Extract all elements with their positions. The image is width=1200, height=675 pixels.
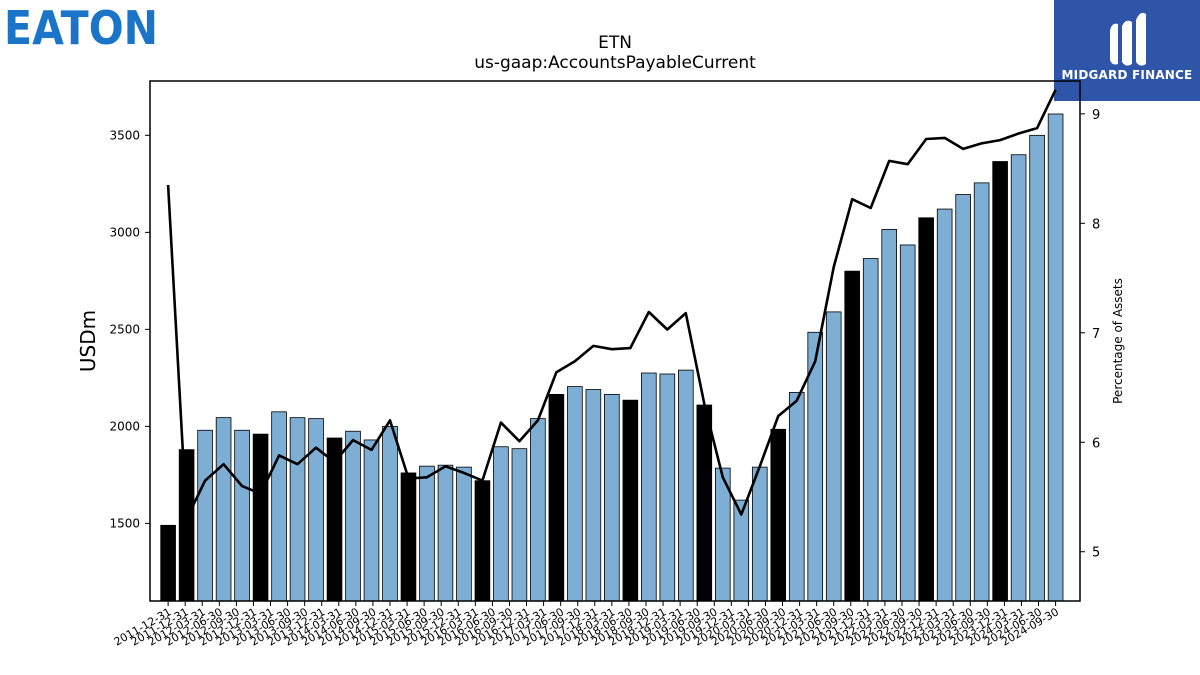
bar-2022-09-30 xyxy=(955,194,971,602)
bar-2012-03-31 xyxy=(178,449,195,602)
eaton-logo-text: EATON xyxy=(4,4,158,48)
bar-2021-03-31 xyxy=(844,270,861,602)
bar-2022-06-30 xyxy=(936,208,953,602)
bar-2020-06-30 xyxy=(788,392,805,602)
y-tick-label-3500: 3500 xyxy=(109,128,140,142)
bar-2022-03-31 xyxy=(918,217,934,602)
midgard-finance-text: MIDGARD FINANCE xyxy=(1061,68,1193,82)
bar-2013-03-31 xyxy=(252,433,269,602)
y2-tick-label-8: 8 xyxy=(1092,217,1100,232)
y2-tick-label-5: 5 xyxy=(1092,546,1100,561)
bar-2018-03-31 xyxy=(622,399,639,602)
midgard-mark-icon xyxy=(1110,12,1146,66)
bar-2017-12-31 xyxy=(604,393,620,602)
y-tick-label-2000: 2000 xyxy=(109,419,140,433)
bar-2020-12-31 xyxy=(825,311,842,602)
bar-2015-06-30 xyxy=(419,465,435,602)
bar-2021-09-30 xyxy=(881,229,897,602)
y2-tick-label-6: 6 xyxy=(1092,436,1100,451)
bar-2012-12-31 xyxy=(234,429,250,602)
axes: 15002000250030003500567892011-12-312011-… xyxy=(109,80,1100,649)
bar-2017-06-30 xyxy=(567,386,583,602)
midgard-finance-logo: MIDGARD FINANCE xyxy=(1054,0,1200,101)
bar-2018-06-30 xyxy=(641,372,657,602)
y-tick-label-3000: 3000 xyxy=(109,225,140,239)
bar-2021-06-30 xyxy=(862,258,879,602)
bar-2016-12-31 xyxy=(530,418,546,602)
bar-2015-09-30 xyxy=(437,464,454,602)
bar-2018-09-30 xyxy=(659,373,676,602)
bar-2016-03-31 xyxy=(474,480,491,602)
y-axis-label: USDm xyxy=(76,310,100,372)
bar-2023-09-30 xyxy=(1029,134,1045,602)
eaton-logo: EATON xyxy=(4,1,160,55)
bar-2016-09-30 xyxy=(511,448,528,602)
bar-2013-06-30 xyxy=(271,411,287,602)
bar-2013-12-31 xyxy=(308,418,324,602)
bar-2015-03-31 xyxy=(400,472,417,602)
pct-assets-line xyxy=(166,89,1057,521)
bar-2019-03-31 xyxy=(696,404,713,602)
chart-title: ETN xyxy=(598,33,632,53)
bar-2013-09-30 xyxy=(289,417,306,602)
y-tick-label-2500: 2500 xyxy=(109,322,140,336)
bar-2023-06-30 xyxy=(1010,154,1027,602)
chart-subtitle: us-gaap:AccountsPayableCurrent xyxy=(474,53,756,73)
bar-2012-09-30 xyxy=(215,417,232,602)
bar-series xyxy=(160,113,1064,602)
bar-2016-06-30 xyxy=(493,446,509,602)
y2-axis-label: Percentage of Assets xyxy=(1111,278,1125,404)
bar-2018-12-31 xyxy=(678,369,694,602)
bar-2011-12-31 xyxy=(160,524,176,602)
bar-2022-12-31 xyxy=(973,182,990,602)
y2-tick-label-9: 9 xyxy=(1092,108,1100,123)
bar-2019-12-31 xyxy=(751,466,768,602)
bar-2012-06-30 xyxy=(197,429,213,602)
y-tick-label-1500: 1500 xyxy=(109,516,140,530)
bar-2021-12-31 xyxy=(899,244,916,602)
bar-2014-12-31 xyxy=(382,425,398,602)
line-series xyxy=(166,89,1057,521)
bar-2023-03-31 xyxy=(992,161,1008,602)
bar-2014-06-30 xyxy=(345,430,361,602)
bar-2017-09-30 xyxy=(585,389,602,602)
bar-2017-03-31 xyxy=(548,393,565,602)
bar-2014-09-30 xyxy=(363,439,380,602)
bar-2015-12-31 xyxy=(456,466,472,602)
bar-2020-03-31 xyxy=(770,428,787,602)
plot-frame xyxy=(149,80,1081,602)
y2-tick-label-7: 7 xyxy=(1092,327,1100,342)
bar-2023-12-31 xyxy=(1047,113,1064,602)
